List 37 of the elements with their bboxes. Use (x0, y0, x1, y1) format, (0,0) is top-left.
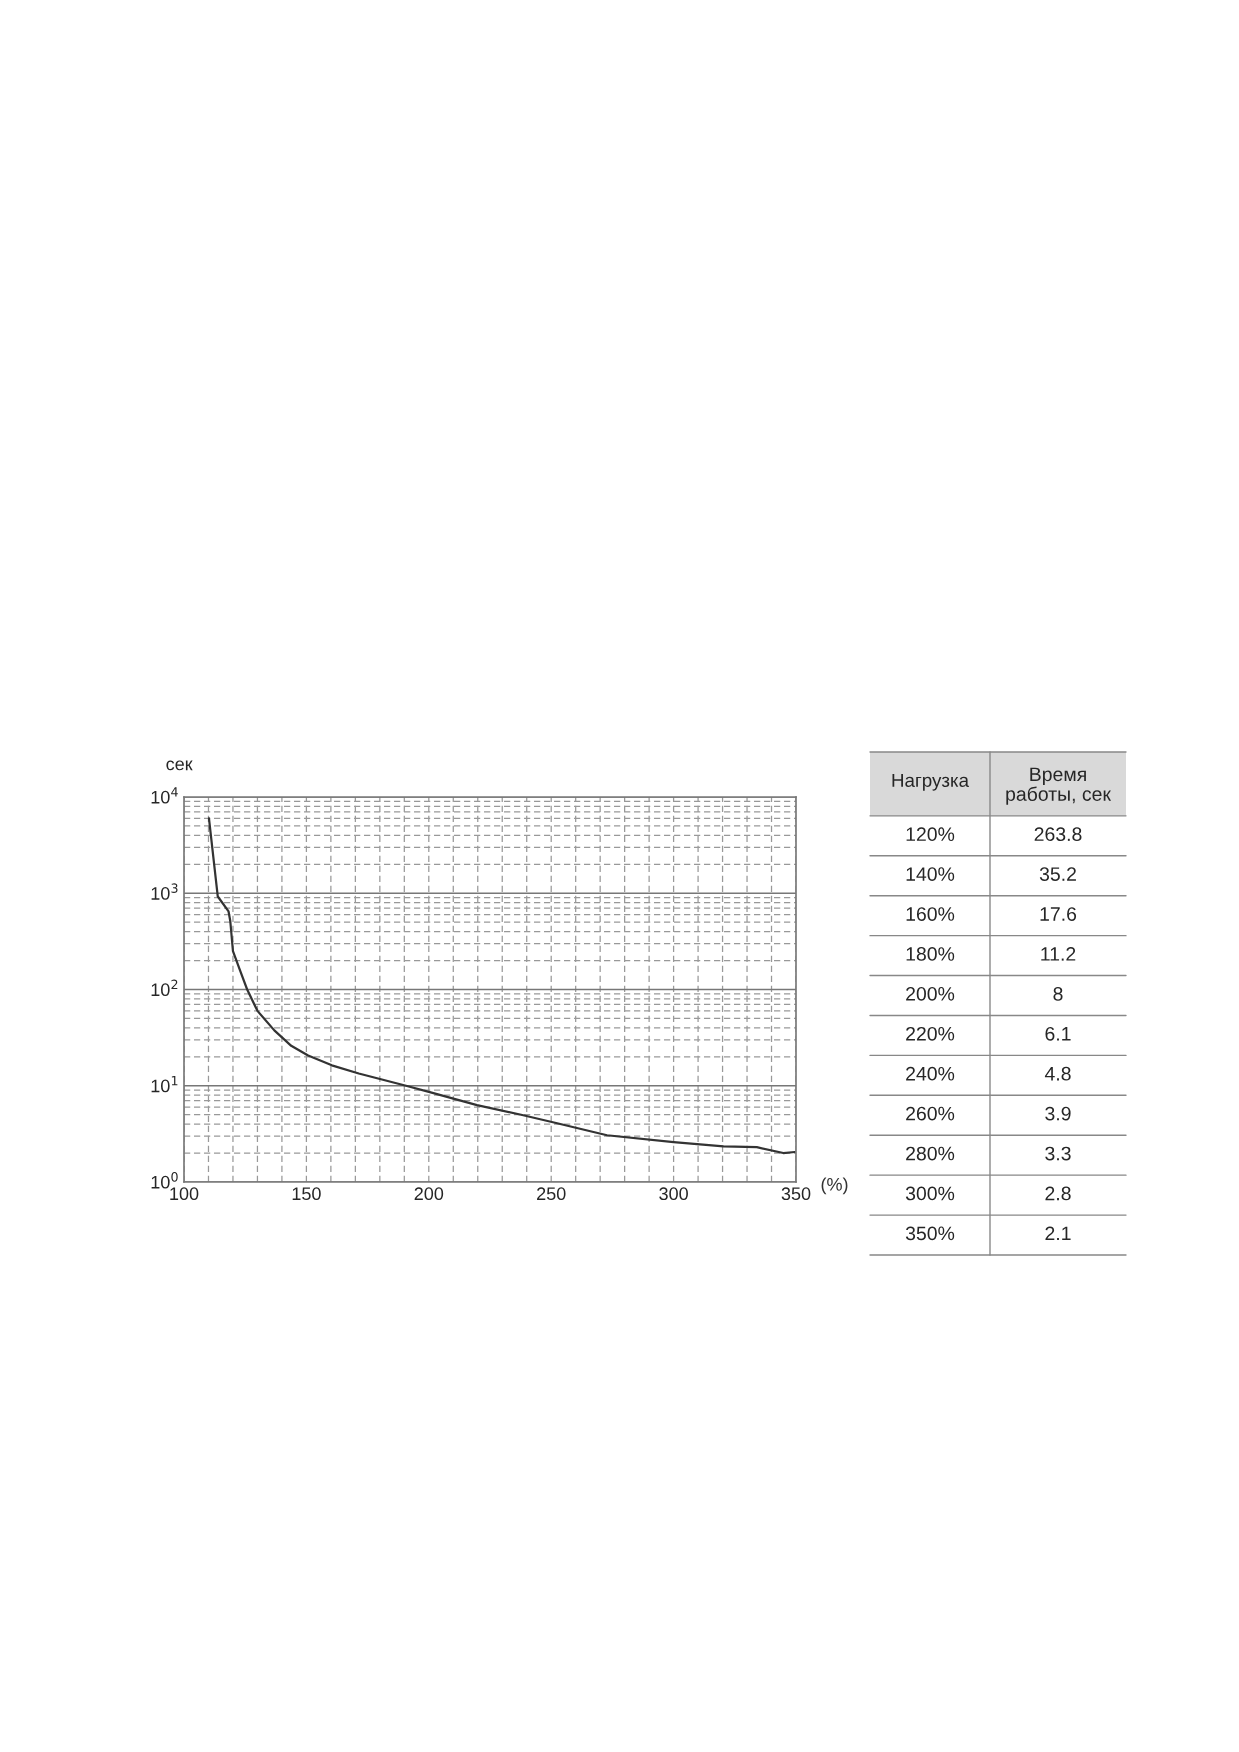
x-tick-label: 300 (659, 1187, 688, 1201)
y-tick-label: 140% (906, 867, 955, 881)
data-label: 2.8 (1045, 1186, 1071, 1201)
y-tick-label: 350% (905, 1226, 955, 1241)
y-tick-label: 160% (906, 907, 955, 921)
x-tick-label: 150 (292, 1187, 321, 1201)
x-axis-title: (%) (821, 1177, 848, 1195)
y-axis-title: сек (166, 760, 193, 771)
data-label: 2.1 (1045, 1226, 1071, 1241)
data-label: 6.1 (1045, 1026, 1071, 1041)
x-tick-label: 100 (170, 1187, 199, 1201)
y-tick-label: 240% (906, 1066, 955, 1081)
data-label: 35.2 (1039, 867, 1076, 881)
x-tick-label: 350 (781, 1187, 811, 1201)
data-label: 3.3 (1045, 1146, 1071, 1161)
line-series (207, 817, 796, 1155)
y-tick-label: 180% (906, 947, 955, 961)
y-tick-label: 120% (906, 827, 955, 842)
y-tick-label: 10$^{3}$ (151, 883, 178, 900)
x-tick-label: 200 (414, 1187, 444, 1201)
y-tick-label: 10$^{4}$ (151, 787, 178, 804)
data-label: 263.8 (1034, 827, 1082, 842)
y-tick-label: 220% (906, 1026, 955, 1041)
data-label: 4.8 (1044, 1066, 1071, 1081)
data-label: 11.2 (1041, 947, 1076, 961)
data-label: 17.6 (1040, 907, 1077, 921)
y-axis-title: Нагрузка (892, 773, 970, 791)
y-tick-label: 280% (906, 1146, 955, 1161)
x-tick-label: Время работы, сек (1006, 767, 1112, 805)
y-tick-label: 300% (905, 1186, 955, 1201)
y-tick-label: 10$^{2}$ (151, 979, 178, 997)
x-tick-label: 250 (537, 1187, 566, 1201)
data-label: 8 (1053, 986, 1063, 1001)
data-label: 3.9 (1045, 1106, 1071, 1121)
y-tick-label: 260% (906, 1106, 955, 1121)
y-tick-label: 10$^{1}$ (151, 1076, 178, 1093)
y-tick-label: 200% (906, 986, 955, 1001)
